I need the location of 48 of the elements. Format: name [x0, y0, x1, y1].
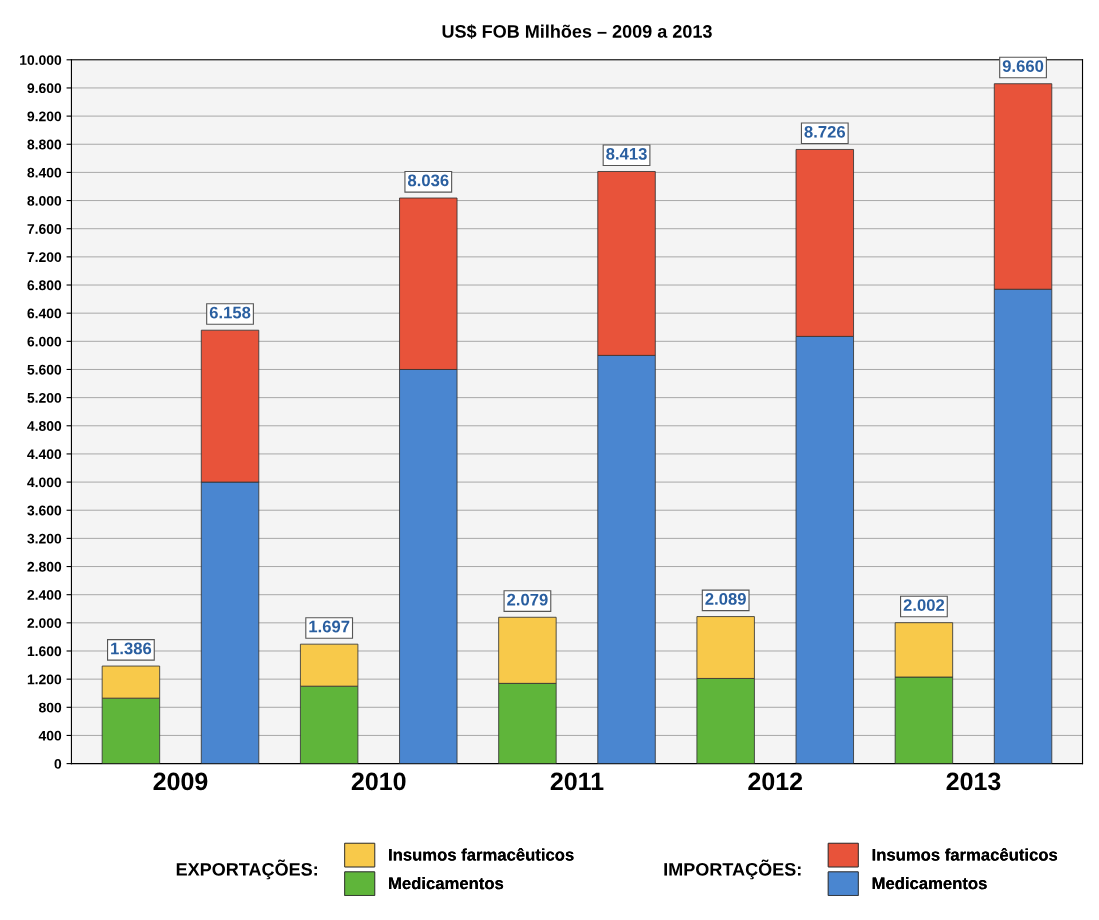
- x-tick-label: 2010: [351, 772, 406, 791]
- total-label: 6.158: [209, 306, 251, 319]
- y-tick-label: 1.200: [27, 674, 62, 685]
- x-tick-label: 2011: [550, 772, 604, 791]
- y-tick-label: 5.600: [27, 364, 62, 375]
- y-tick-label: 3.600: [27, 505, 62, 516]
- y-tick-label: 7.600: [27, 224, 62, 234]
- y-tick-label: 7.200: [27, 252, 62, 263]
- total-label: 2.079: [507, 593, 548, 606]
- chart-title: US$ FOB Milhões – 2009 a 2013: [442, 24, 712, 39]
- y-tick-label: 4.800: [27, 421, 62, 431]
- total-label: 1.386: [111, 642, 152, 655]
- legend-label: Medicamentos: [389, 876, 504, 890]
- total-label: 2.002: [903, 599, 945, 611]
- y-tick-label: 6.800: [27, 280, 62, 291]
- y-tick-label: 8.800: [27, 139, 62, 150]
- x-tick-label: 2009: [153, 772, 208, 791]
- text: EXPORTAÇÕES:: [176, 859, 317, 880]
- total-label: 8.726: [804, 125, 846, 138]
- y-tick-label: 4.000: [27, 477, 62, 488]
- legend-label: Insumos farmacêuticos: [872, 848, 1058, 861]
- legend-label: Insumos farmacêuticos: [389, 848, 574, 861]
- x-tick-label: 2012: [748, 772, 803, 791]
- y-tick-label: 9.600: [27, 83, 62, 94]
- total-label: 9.660: [1002, 60, 1044, 72]
- y-tick-label: 800: [38, 702, 62, 713]
- total-label: 2.089: [705, 593, 746, 605]
- total-label: 1.697: [309, 620, 350, 633]
- y-tick-label: 10.000: [20, 55, 62, 65]
- y-tick-label: 2.800: [27, 561, 62, 572]
- y-tick-label: 4.400: [27, 449, 62, 460]
- total-label: 8.036: [407, 174, 449, 187]
- text: IMPORTAÇÕES:: [664, 859, 801, 880]
- y-tick-label: 0: [54, 758, 62, 769]
- y-tick-label: 3.200: [27, 533, 62, 544]
- y-tick-label: 6.000: [27, 336, 62, 347]
- y-tick-label: 6.400: [27, 308, 62, 319]
- total-label: 8.413: [606, 147, 647, 160]
- y-tick-label: 8.000: [27, 195, 62, 206]
- legend-label: Medicamentos: [872, 876, 987, 890]
- y-tick-label: 8.400: [27, 167, 62, 178]
- y-tick-label: 5.200: [27, 392, 62, 403]
- x-tick-label: 2013: [946, 772, 1001, 791]
- y-tick-label: 1.600: [27, 646, 62, 657]
- y-tick-label: 400: [38, 730, 62, 741]
- y-tick-label: 2.000: [27, 618, 62, 629]
- y-tick-label: 2.400: [27, 590, 62, 600]
- y-tick-label: 9.200: [27, 111, 62, 122]
